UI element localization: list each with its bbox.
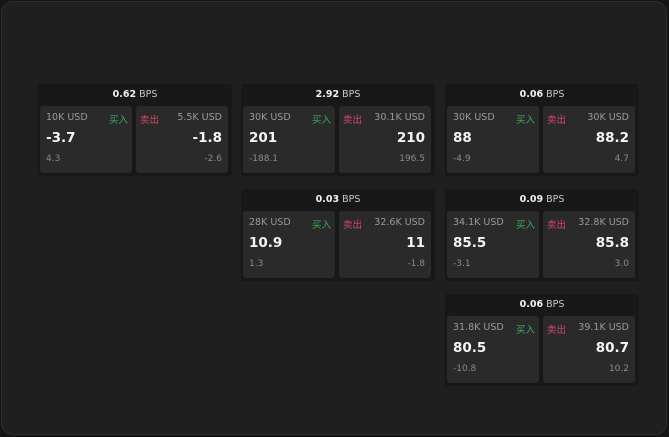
ask-size: 32.8K USD [578, 217, 629, 228]
buy-label: 买入 [515, 115, 535, 126]
ask-price: 85.8 [595, 235, 629, 251]
quote-panel: 0.09 BPS 34.1K USD 买入 85.5 -3.1 卖出 32.8K… [445, 189, 639, 281]
ask-change: -1.8 [407, 259, 425, 269]
ask-size: 30.1K USD [374, 112, 425, 123]
bid-size: 28K USD [249, 217, 291, 228]
quote-panel: 0.06 BPS 31.8K USD 买入 80.5 -10.8 卖出 39.1… [445, 294, 639, 386]
bid-change: 1.3 [249, 259, 264, 269]
bid-change: -4.9 [453, 154, 471, 164]
spread-value: 0.09 [519, 194, 544, 205]
quote-panel: 0.62 BPS 10K USD 买入 -3.7 4.3 卖出 5.5K USD… [38, 84, 232, 176]
bid-size: 31.8K USD [453, 322, 504, 333]
bid-size: 30K USD [249, 112, 291, 123]
sell-cell[interactable]: 卖出 30K USD 88.2 4.7 [543, 106, 635, 173]
spread-value: 0.03 [315, 194, 340, 205]
spread-unit: BPS [546, 89, 565, 100]
quote-panel: 0.06 BPS 30K USD 买入 88 -4.9 卖出 30K USD 8… [445, 84, 639, 176]
ask-change: 3.0 [614, 259, 629, 269]
bid-change: 4.3 [46, 154, 61, 164]
ask-price: 88.2 [595, 130, 629, 146]
bid-change: -3.1 [453, 259, 471, 269]
quote-panel: 0.03 BPS 28K USD 买入 10.9 1.3 卖出 32.6K US… [241, 189, 435, 281]
sell-label: 卖出 [547, 325, 567, 336]
spread-unit: BPS [139, 89, 158, 100]
spread-header: 0.09 BPS [445, 189, 639, 210]
bid-change: -188.1 [249, 154, 279, 164]
bid-size: 34.1K USD [453, 217, 504, 228]
bid-price: 85.5 [453, 235, 487, 251]
bid-price: 201 [249, 130, 278, 146]
sell-label: 卖出 [343, 220, 363, 231]
sell-cell[interactable]: 卖出 32.8K USD 85.8 3.0 [543, 211, 635, 278]
spread-unit: BPS [546, 299, 565, 310]
ask-size: 32.6K USD [374, 217, 425, 228]
buy-cell[interactable]: 10K USD 买入 -3.7 4.3 [40, 106, 132, 173]
bid-price: 88 [453, 130, 472, 146]
sell-label: 卖出 [343, 115, 363, 126]
bid-price: 80.5 [453, 340, 487, 356]
sell-label: 卖出 [140, 115, 160, 126]
sell-cell[interactable]: 卖出 30.1K USD 210 196.5 [339, 106, 431, 173]
ask-change: 196.5 [399, 154, 425, 164]
spread-value: 0.06 [519, 89, 544, 100]
bid-change: -10.8 [453, 364, 477, 374]
sell-label: 卖出 [547, 115, 567, 126]
buy-cell[interactable]: 30K USD 买入 201 -188.1 [243, 106, 335, 173]
bid-size: 30K USD [453, 112, 495, 123]
bid-price: -3.7 [46, 130, 76, 146]
spread-value: 0.62 [112, 89, 137, 100]
bid-size: 10K USD [46, 112, 88, 123]
buy-cell[interactable]: 30K USD 买入 88 -4.9 [447, 106, 539, 173]
spread-header: 0.03 BPS [241, 189, 435, 210]
ask-price: 210 [396, 130, 425, 146]
spread-header: 0.06 BPS [445, 294, 639, 315]
buy-label: 买入 [311, 220, 331, 231]
spread-header: 2.92 BPS [241, 84, 435, 105]
buy-cell[interactable]: 28K USD 买入 10.9 1.3 [243, 211, 335, 278]
ask-price: 80.7 [595, 340, 629, 356]
ask-change: -2.6 [204, 154, 222, 164]
buy-cell[interactable]: 34.1K USD 买入 85.5 -3.1 [447, 211, 539, 278]
sell-cell[interactable]: 卖出 32.6K USD 11 -1.8 [339, 211, 431, 278]
sell-cell[interactable]: 卖出 39.1K USD 80.7 10.2 [543, 316, 635, 383]
quote-panel: 2.92 BPS 30K USD 买入 201 -188.1 卖出 30.1K … [241, 84, 435, 176]
spread-unit: BPS [342, 89, 361, 100]
sell-label: 卖出 [547, 220, 567, 231]
spread-unit: BPS [546, 194, 565, 205]
spread-header: 0.06 BPS [445, 84, 639, 105]
buy-label: 买入 [108, 115, 128, 126]
sell-cell[interactable]: 卖出 5.5K USD -1.8 -2.6 [136, 106, 228, 173]
buy-cell[interactable]: 31.8K USD 买入 80.5 -10.8 [447, 316, 539, 383]
spread-value: 2.92 [315, 89, 340, 100]
spread-unit: BPS [342, 194, 361, 205]
ask-size: 5.5K USD [177, 112, 222, 123]
spread-value: 0.06 [519, 299, 544, 310]
ask-change: 4.7 [614, 154, 629, 164]
ask-size: 39.1K USD [578, 322, 629, 333]
buy-label: 买入 [515, 220, 535, 231]
ask-price: 11 [406, 235, 425, 251]
ask-size: 30K USD [587, 112, 629, 123]
spread-header: 0.62 BPS [38, 84, 232, 105]
ask-price: -1.8 [192, 130, 222, 146]
ask-change: 10.2 [608, 364, 629, 374]
buy-label: 买入 [311, 115, 331, 126]
bid-price: 10.9 [249, 235, 283, 251]
buy-label: 买入 [515, 325, 535, 336]
